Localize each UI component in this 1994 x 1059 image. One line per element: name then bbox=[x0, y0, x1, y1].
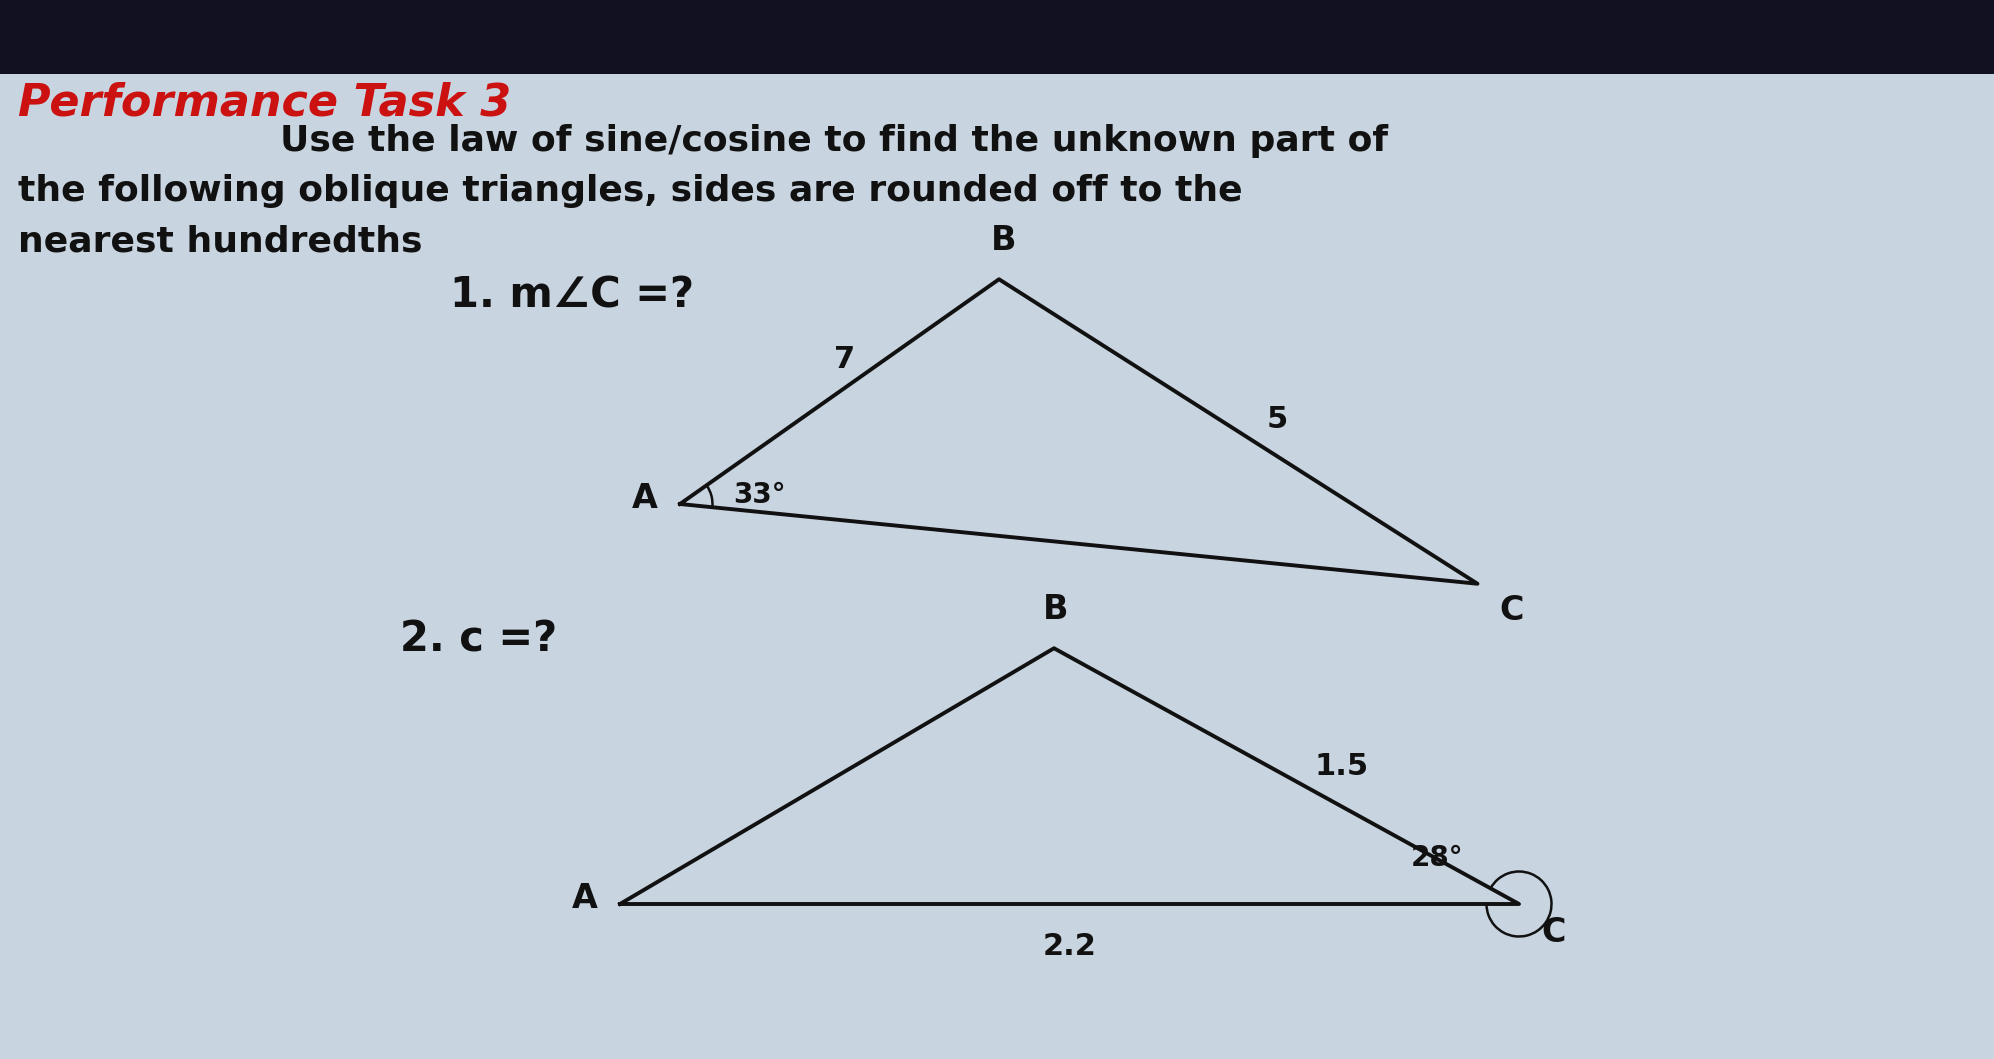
Text: 1.5: 1.5 bbox=[1314, 752, 1368, 780]
Text: 5: 5 bbox=[1266, 405, 1288, 434]
Text: Performance Task 3: Performance Task 3 bbox=[18, 80, 510, 124]
Text: Use the law of sine/cosine to find the unknown part of: Use the law of sine/cosine to find the u… bbox=[279, 124, 1388, 158]
Text: nearest hundredths: nearest hundredths bbox=[18, 225, 423, 258]
Text: A: A bbox=[572, 882, 598, 915]
Text: 1. m∠C =?: 1. m∠C =? bbox=[451, 274, 694, 316]
Text: 2. c =?: 2. c =? bbox=[401, 620, 556, 661]
Text: 28°: 28° bbox=[1410, 844, 1464, 873]
Text: C: C bbox=[1499, 594, 1523, 627]
Text: B: B bbox=[1043, 593, 1069, 626]
Bar bbox=[0, 0, 1994, 74]
Text: C: C bbox=[1541, 916, 1565, 949]
Text: B: B bbox=[991, 225, 1017, 257]
Text: 2.2: 2.2 bbox=[1043, 932, 1097, 961]
Text: 33°: 33° bbox=[734, 481, 786, 509]
Text: A: A bbox=[632, 483, 658, 516]
Text: the following oblique triangles, sides are rounded off to the: the following oblique triangles, sides a… bbox=[18, 174, 1242, 208]
Text: 7: 7 bbox=[833, 344, 855, 374]
